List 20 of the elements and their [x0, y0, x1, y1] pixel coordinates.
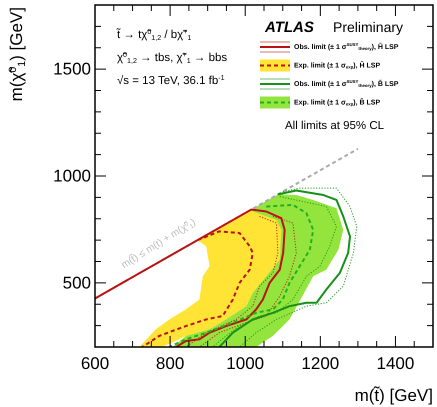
- line-series: [212, 196, 337, 347]
- x-tick-label: 1200: [301, 354, 340, 373]
- annotation: All limits at 95% CL: [285, 120, 385, 132]
- line-series: [218, 190, 351, 347]
- y-tick-label: 1500: [53, 60, 91, 79]
- y-tick-label: 1000: [53, 166, 91, 186]
- line-series: [95, 208, 286, 347]
- x-axis-title: m(t̃) [GeV]: [354, 386, 433, 405]
- y-tick-label: 500: [62, 273, 91, 292]
- annotation: ATLAS: [264, 19, 314, 36]
- line-series: [168, 204, 314, 347]
- x-tick-label: 600: [80, 354, 110, 373]
- annotation: Preliminary: [333, 19, 404, 35]
- x-tick-label: 800: [156, 354, 184, 373]
- annotation: √s = 13 TeV, 36.1 fb$^{-1}$: [117, 74, 225, 87]
- line-series: [239, 188, 358, 347]
- x-tick-label: 1000: [226, 354, 264, 373]
- x-tick-label: 1400: [376, 354, 414, 373]
- line-series: [198, 216, 297, 347]
- annotation: χ̃$^{0}$$_{1,2}$ → tbs, χ̃$^{+}$$_{1}$ → bbs: [117, 51, 228, 66]
